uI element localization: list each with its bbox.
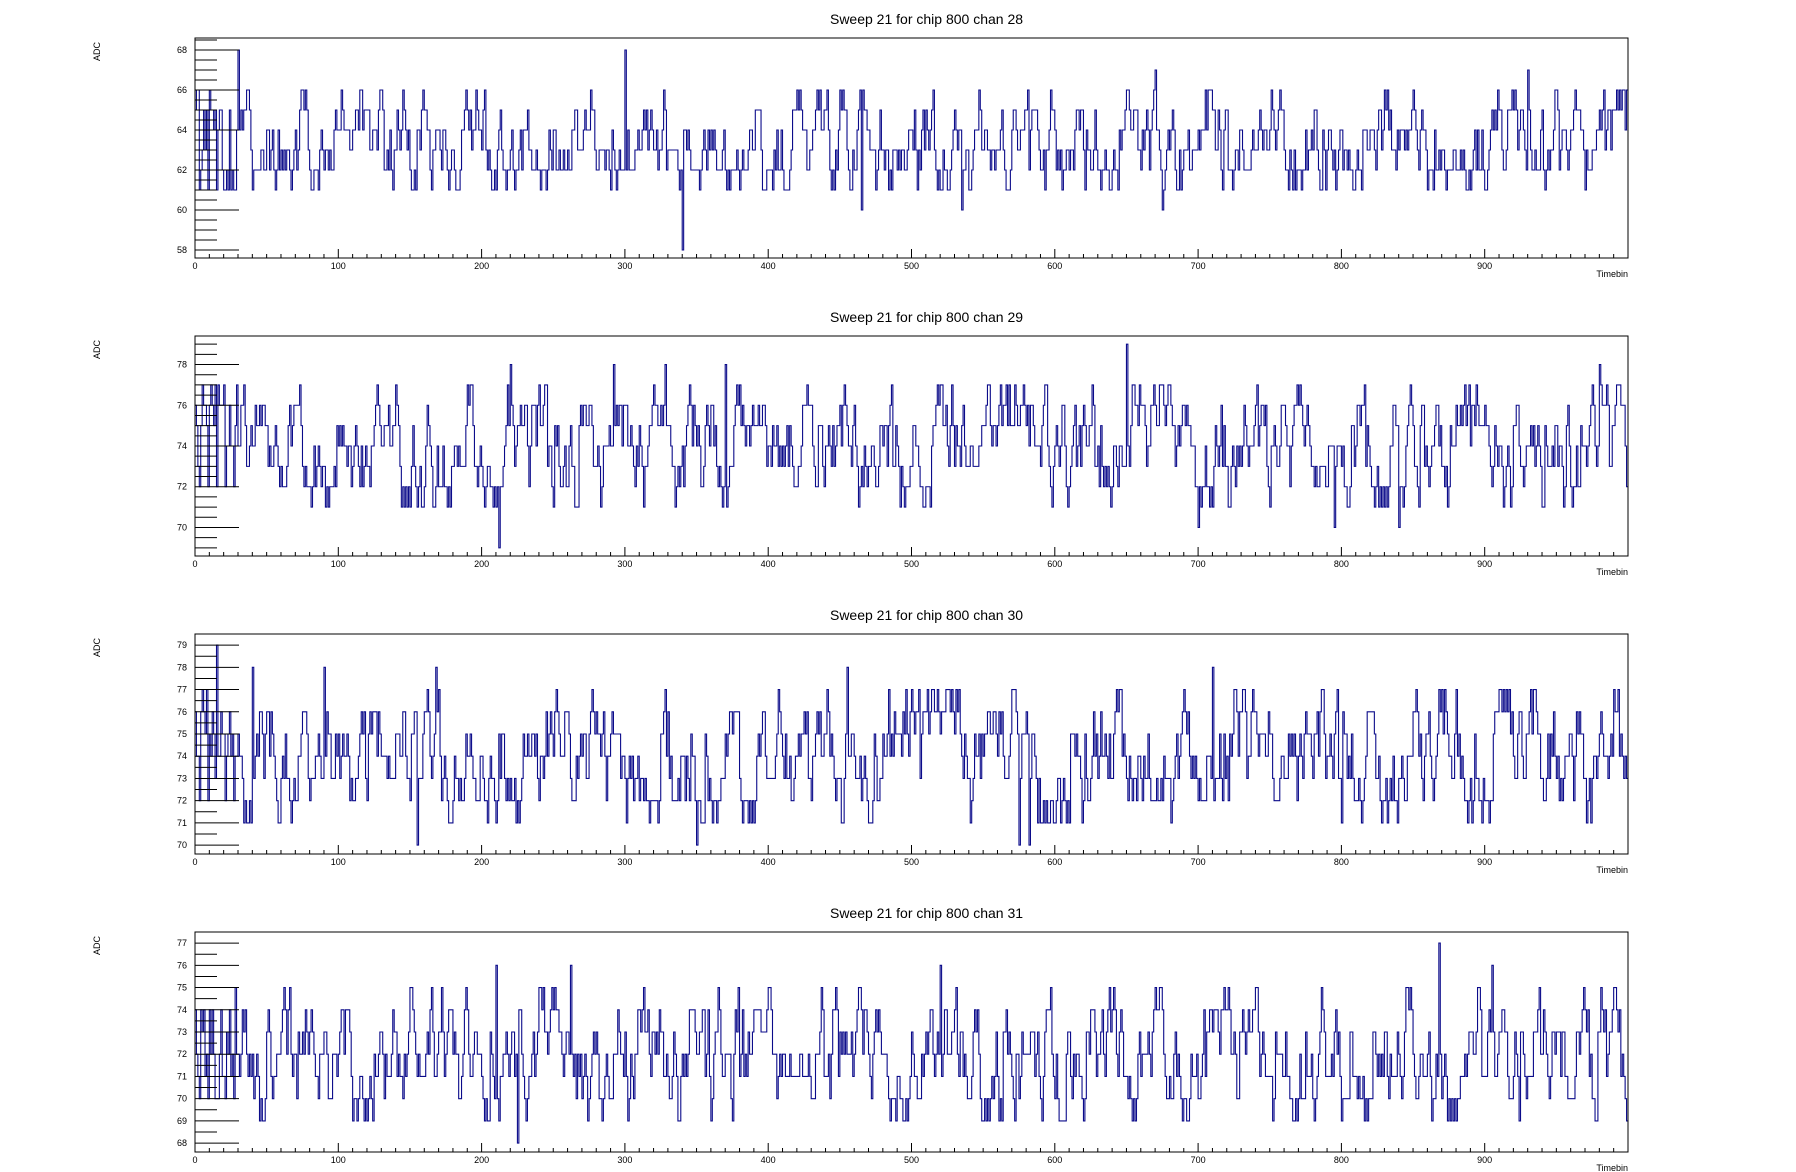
- x-tick-label: 400: [761, 261, 776, 271]
- y-tick-label: 76: [177, 400, 187, 410]
- x-tick-label: 100: [331, 857, 346, 867]
- y-tick-label: 76: [177, 960, 187, 970]
- x-tick-label: 700: [1191, 261, 1206, 271]
- y-tick-label: 72: [177, 796, 187, 806]
- x-tick-label: 100: [331, 1155, 346, 1165]
- y-tick-label: 74: [177, 441, 187, 451]
- x-tick-label: 0: [192, 1155, 197, 1165]
- y-tick-label: 68: [177, 45, 187, 55]
- x-tick-label: 400: [761, 857, 776, 867]
- x-tick-label: 200: [474, 559, 489, 569]
- chart-panel-3: Sweep 21 for chip 800 chan 31 ADC Timebin 0…: [92, 905, 1629, 1172]
- x-tick-label: 800: [1334, 857, 1349, 867]
- y-tick-label: 71: [177, 1071, 187, 1081]
- chart-title: Sweep 21 for chip 800 chan 31: [830, 905, 1023, 921]
- x-tick-label: 600: [1047, 1155, 1062, 1165]
- x-tick-label: 300: [617, 261, 632, 271]
- x-tick-label: 300: [617, 559, 632, 569]
- y-axis-title: ADC: [92, 936, 102, 956]
- y-tick-label: 74: [177, 1005, 187, 1015]
- y-tick-label: 72: [177, 1049, 187, 1059]
- x-tick-label: 500: [904, 559, 919, 569]
- y-tick-label: 78: [177, 360, 187, 370]
- x-axis-title: Timebin: [1596, 865, 1628, 875]
- y-tick-label: 64: [177, 125, 187, 135]
- y-axis-title: ADC: [92, 42, 102, 62]
- x-tick-label: 700: [1191, 1155, 1206, 1165]
- x-tick-label: 0: [192, 559, 197, 569]
- y-tick-label: 58: [177, 245, 187, 255]
- y-tick-label: 60: [177, 205, 187, 215]
- x-tick-label: 900: [1477, 559, 1492, 569]
- y-tick-label: 70: [177, 1094, 187, 1104]
- y-tick-label: 62: [177, 165, 187, 175]
- x-tick-label: 800: [1334, 559, 1349, 569]
- chart-panel-2: Sweep 21 for chip 800 chan 30 ADC Timebin 0…: [92, 607, 1629, 875]
- y-tick-label: 72: [177, 482, 187, 492]
- y-tick-label: 77: [177, 685, 187, 695]
- x-tick-label: 100: [331, 261, 346, 271]
- y-tick-label: 79: [177, 640, 187, 650]
- y-tick-label: 73: [177, 1027, 187, 1037]
- y-tick-label: 78: [177, 662, 187, 672]
- series-line: [195, 49, 1628, 251]
- chart-panel-0: Sweep 21 for chip 800 chan 28 ADC Timebin 0…: [92, 11, 1629, 279]
- x-tick-label: 400: [761, 559, 776, 569]
- x-tick-label: 600: [1047, 857, 1062, 867]
- x-tick-label: 500: [904, 857, 919, 867]
- x-tick-label: 900: [1477, 1155, 1492, 1165]
- x-tick-label: 800: [1334, 1155, 1349, 1165]
- x-axis-title: Timebin: [1596, 269, 1628, 279]
- series-line: [195, 644, 1628, 846]
- y-axis-title: ADC: [92, 638, 102, 658]
- x-axis-title: Timebin: [1596, 567, 1628, 577]
- x-tick-label: 900: [1477, 857, 1492, 867]
- plot-frame: [194, 335, 1629, 557]
- y-axis-title: ADC: [92, 340, 102, 360]
- x-tick-label: 0: [192, 857, 197, 867]
- y-tick-label: 77: [177, 938, 187, 948]
- y-tick-label: 76: [177, 707, 187, 717]
- x-tick-label: 500: [904, 1155, 919, 1165]
- chart-title: Sweep 21 for chip 800 chan 28: [830, 11, 1023, 27]
- chart-title: Sweep 21 for chip 800 chan 29: [830, 309, 1023, 325]
- x-tick-label: 0: [192, 261, 197, 271]
- y-tick-label: 73: [177, 773, 187, 783]
- x-tick-label: 200: [474, 261, 489, 271]
- y-tick-label: 75: [177, 729, 187, 739]
- y-tick-label: 74: [177, 751, 187, 761]
- x-tick-label: 800: [1334, 261, 1349, 271]
- x-tick-label: 900: [1477, 261, 1492, 271]
- y-tick-label: 70: [177, 840, 187, 850]
- x-tick-label: 200: [474, 857, 489, 867]
- chart-title: Sweep 21 for chip 800 chan 30: [830, 607, 1023, 623]
- series-line: [195, 343, 1628, 549]
- y-tick-label: 71: [177, 818, 187, 828]
- x-tick-label: 200: [474, 1155, 489, 1165]
- y-tick-label: 75: [177, 983, 187, 993]
- y-tick-label: 70: [177, 522, 187, 532]
- x-tick-label: 600: [1047, 261, 1062, 271]
- x-tick-label: 700: [1191, 857, 1206, 867]
- chart-panel-1: Sweep 21 for chip 800 chan 29 ADC Timebin 0…: [92, 309, 1629, 577]
- series-line: [195, 942, 1628, 1144]
- x-tick-label: 300: [617, 857, 632, 867]
- y-tick-label: 68: [177, 1138, 187, 1148]
- x-axis-title: Timebin: [1596, 1163, 1628, 1172]
- x-tick-label: 600: [1047, 559, 1062, 569]
- x-tick-label: 500: [904, 261, 919, 271]
- x-tick-label: 100: [331, 559, 346, 569]
- x-tick-label: 400: [761, 1155, 776, 1165]
- y-tick-label: 66: [177, 85, 187, 95]
- x-tick-label: 300: [617, 1155, 632, 1165]
- x-tick-label: 700: [1191, 559, 1206, 569]
- y-tick-label: 69: [177, 1116, 187, 1126]
